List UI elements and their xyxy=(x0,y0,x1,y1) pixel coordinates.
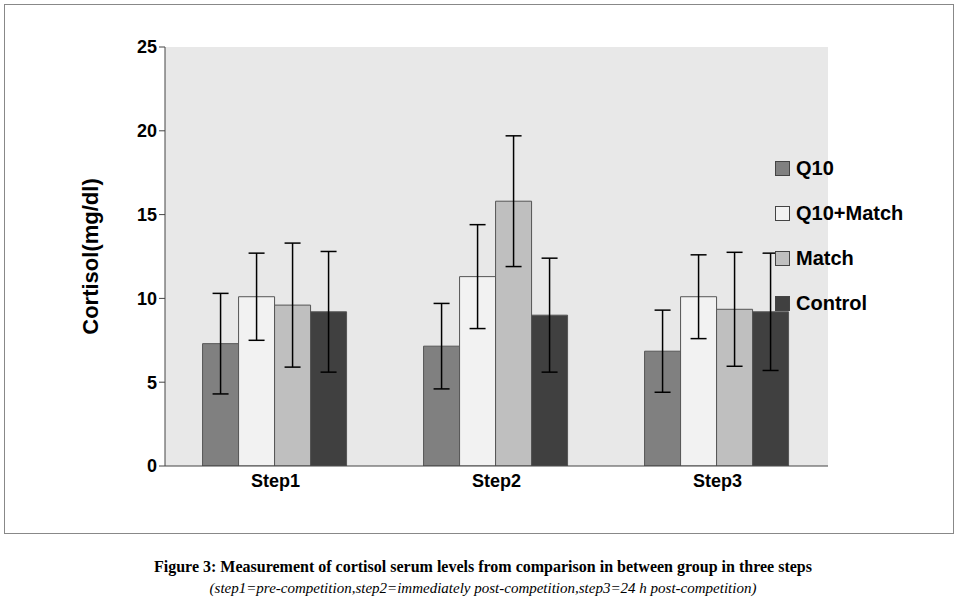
html-text:Q10+Match: Q10+Match xyxy=(796,201,904,224)
html-text:Match: Match xyxy=(796,246,854,269)
html-text:Q10: Q10 xyxy=(796,156,834,179)
svg-text:Step3: Step3 xyxy=(693,471,742,491)
svg-text:Step2: Step2 xyxy=(472,471,521,491)
html-text:(step1=pre-competition,step2=i: (step1=pre-competition,step2=immediately… xyxy=(209,580,757,596)
svg-text:15: 15 xyxy=(137,205,157,225)
svg-text:25: 25 xyxy=(137,37,157,57)
html-text:Control: Control xyxy=(796,291,868,314)
svg-text:10: 10 xyxy=(137,289,157,309)
html-text:Figure 3: Measurement of corti: Figure 3: Measurement of cortisol serum … xyxy=(154,558,812,575)
svg-text:0: 0 xyxy=(147,456,157,476)
svg-text:5: 5 xyxy=(147,373,157,393)
svg-text:Cortisol(mg/dl): Cortisol(mg/dl) xyxy=(78,178,103,334)
svg-text:Step1: Step1 xyxy=(251,471,300,491)
svg-text:20: 20 xyxy=(137,121,157,141)
